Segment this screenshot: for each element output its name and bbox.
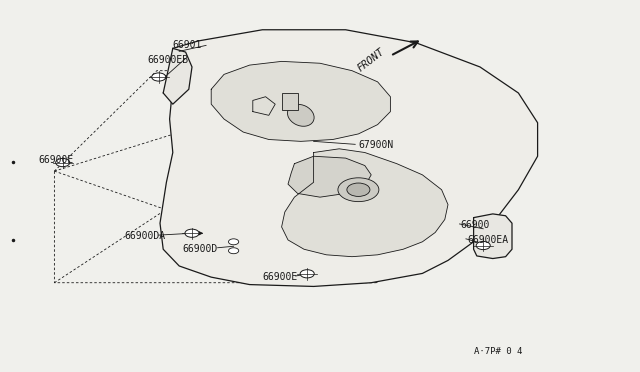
Circle shape [185, 229, 199, 237]
FancyBboxPatch shape [282, 93, 298, 110]
Circle shape [347, 183, 370, 196]
Text: 66900DA: 66900DA [125, 231, 166, 241]
Text: 66900EA: 66900EA [467, 235, 508, 245]
Circle shape [228, 248, 239, 254]
Text: 66900E: 66900E [262, 272, 298, 282]
Polygon shape [211, 61, 390, 141]
Polygon shape [282, 149, 448, 257]
Text: FRONT: FRONT [355, 46, 386, 73]
Circle shape [300, 270, 314, 278]
Circle shape [228, 239, 239, 245]
Ellipse shape [287, 105, 314, 126]
Polygon shape [474, 214, 512, 259]
Circle shape [152, 73, 166, 81]
Polygon shape [163, 48, 192, 104]
Text: A·7P# 0 4: A·7P# 0 4 [474, 347, 522, 356]
Polygon shape [160, 30, 538, 286]
Text: 66900: 66900 [461, 220, 490, 230]
Circle shape [476, 241, 490, 250]
Text: 66901: 66901 [173, 40, 202, 49]
Text: 66900E: 66900E [38, 155, 74, 165]
Text: 67900N: 67900N [358, 140, 394, 150]
Polygon shape [288, 156, 371, 197]
Circle shape [338, 178, 379, 202]
Text: 66900D: 66900D [182, 244, 218, 254]
Text: 66900EB: 66900EB [147, 55, 188, 64]
Circle shape [56, 158, 70, 167]
